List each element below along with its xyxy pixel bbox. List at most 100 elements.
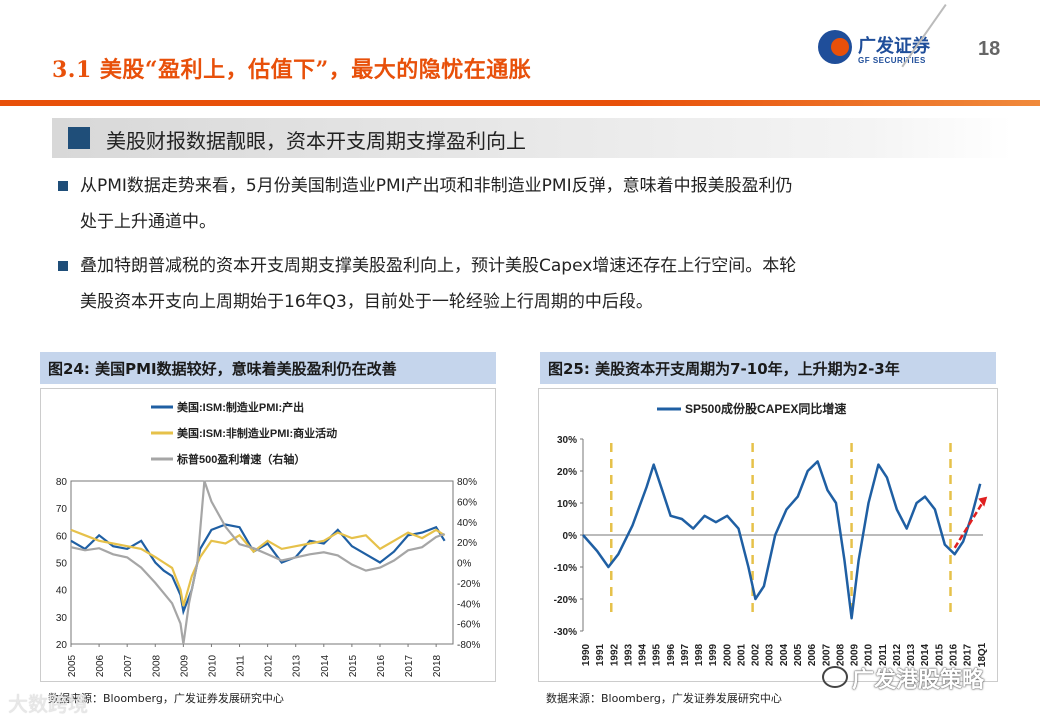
x-tick-label: 2007 [821,643,832,666]
legend-label: 美国:ISM:非制造业PMI:商业活动 [177,426,337,440]
legend-label: 美国:ISM:制造业PMI:产出 [177,400,304,414]
chart25-panel: 30% 20% 10% 0% -10% -20% -30% 1990 1991 1992 1993 1… [538,388,998,682]
y-tick-label: 0% [563,531,578,542]
y-tick-label: -30% [554,627,577,638]
x-tick-label: 2016 [948,643,959,666]
legend-label: 标普500盈利增速（右轴） [176,452,305,466]
x-tick-label: 2013 [906,643,917,666]
page-number: 18 [978,38,1001,60]
x-tick-label: 2018 [432,654,443,677]
y-tick-label: -20% [554,595,577,606]
left-tick-label: 40 [56,586,68,597]
x-tick-label: 2012 [892,643,903,666]
right-tick-label: 60% [457,497,477,508]
figure24-source: 数据来源：Bloomberg，广发证券发展研究中心 [48,692,284,705]
x-tick-label: 1990 [581,643,592,666]
bullet-line: 叠加特朗普减税的资本开支周期支撑美股盈利向上，预计美股Capex增速还存在上行空… [80,256,797,276]
right-tick-label: 40% [457,518,477,529]
logo-mark-icon [818,30,852,64]
bullet-square-icon [58,181,68,191]
x-tick-label: 1996 [666,643,677,666]
series-line-2 [70,528,446,607]
x-tick-label: 2014 [920,643,931,666]
watermark-right: 广发港股策略 [852,668,985,693]
series-line-3 [70,480,445,645]
left-tick-label: 20 [56,640,68,651]
page-title: 3.1 美股“盈利上，估值下”，最大的隐忧在通胀 [52,57,532,83]
y-tick-label: 10% [557,499,577,510]
x-tick-label: 2010 [864,643,875,666]
x-tick-label: 2000 [722,643,733,666]
logo-text-en: GF SECURITIES [858,56,926,65]
x-tick-label: 2008 [835,643,846,666]
x-tick-label: 2003 [765,643,776,666]
x-tick-label: 1993 [623,643,634,666]
y-tick-label: 30% [557,435,577,446]
x-tick-label: 1999 [708,643,719,666]
wechat-icon [822,666,848,688]
figure24-caption-text: 图24: 美国PMI数据较好，意味着美股盈利仍在改善 [48,360,397,378]
right-tick-label: -80% [457,640,480,651]
x-tick-label: 2017 [404,654,415,677]
x-tick-label: 2011 [236,655,247,677]
bullet-line: 从PMI数据走势来看，5月份美国制造业PMI产出项和非制造业PMI反弹，意味着中… [80,176,793,196]
bullet-item-1: 从PMI数据走势来看，5月份美国制造业PMI产出项和非制造业PMI反弹，意味着中… [58,168,1000,240]
x-tick-label: 2006 [95,654,106,677]
right-tick-label: 0% [457,559,472,570]
series-line-capex [582,460,982,620]
x-tick-label: 1991 [595,643,606,666]
x-tick-label: 2007 [123,654,134,677]
y-tick-label: 20% [557,467,577,478]
x-tick-label: 2014 [320,654,331,677]
x-tick-label: 2011 [878,644,889,666]
x-tick-label: 2002 [751,643,762,666]
chart25: 30% 20% 10% 0% -10% -20% -30% 1990 1991 1992 1993 1… [554,401,988,667]
bullet-line: 处于上升通道中。 [80,212,216,232]
x-tick-label: 1997 [680,643,691,666]
left-tick-label: 50 [56,559,68,570]
x-tick-label: 1998 [694,643,705,666]
x-tick-label: 2006 [807,643,818,666]
trend-arrow-line [953,500,985,549]
right-tick-label: -60% [457,620,480,631]
x-tick-label: 1994 [638,643,649,666]
series-line-1 [70,523,446,616]
figure25-caption-text: 图25: 美股资本开支周期为7-10年，上升期为2-3年 [548,360,900,378]
x-tick-label: 2016 [376,654,387,677]
figure25-source: 数据来源：Bloomberg，广发证券发展研究中心 [546,692,782,705]
x-tick-label: 2012 [264,654,275,677]
bullet-square-icon [58,261,68,271]
x-tick-label: 18Q1 [977,642,988,667]
x-tick-label: 2015 [934,643,945,666]
x-tick-label: 2005 [793,643,804,666]
right-tick-label: -40% [457,599,480,610]
x-tick-label: 2009 [850,643,861,666]
x-tick-label: 2005 [67,654,78,677]
figure25-caption: 图25: 美股资本开支周期为7-10年，上升期为2-3年 [540,352,996,384]
plot-frame [70,480,454,645]
right-tick-label: 80% [457,477,477,488]
subheading-text: 美股财报数据靓眼，资本开支周期支撑盈利向上 [106,129,526,153]
left-tick-label: 70 [56,504,68,515]
chart24: 80 70 60 50 40 30 20 80% 60% 40% 20% 0% -20% -40% -60%… [56,400,481,677]
left-tick-label: 80 [56,477,68,488]
x-tick-label: 2013 [292,654,303,677]
figure24-caption: 图24: 美国PMI数据较好，意味着美股盈利仍在改善 [40,352,496,384]
x-tick-label: 2008 [151,654,162,677]
legend-label: SP500成份股CAPEX同比增速 [685,401,846,416]
bullet-item-2: 叠加特朗普减税的资本开支周期支撑美股盈利向上，预计美股Capex增速还存在上行空… [58,248,1000,320]
right-tick-label: -20% [457,579,480,590]
watermark-left: 大数跨境 [8,692,88,716]
top-accent-bar [0,100,1040,106]
x-tick-label: 2017 [963,643,974,666]
left-tick-label: 60 [56,531,68,542]
right-tick-label: 20% [457,538,477,549]
section-subheading: 美股财报数据靓眼，资本开支周期支撑盈利向上 [52,118,1012,158]
x-tick-label: 2004 [779,643,790,666]
company-logo: 广发证券 GF SECURITIES [818,30,948,74]
subheading-square-icon [68,127,90,149]
trend-arrow-head-icon [978,496,988,507]
left-tick-label: 30 [56,613,68,624]
bullet-line: 美股资本开支向上周期始于16年Q3，目前处于一轮经验上行周期的中后段。 [80,292,653,312]
y-tick-label: -10% [554,563,577,574]
